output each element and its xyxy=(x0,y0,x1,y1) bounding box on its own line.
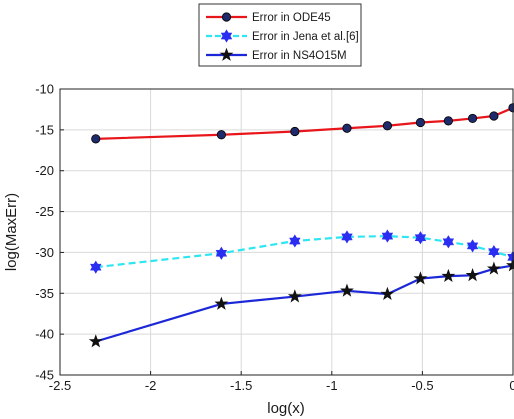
data-point xyxy=(489,111,499,121)
legend-marker xyxy=(221,12,232,22)
legend-marker xyxy=(220,29,233,43)
y-tick-label: -35 xyxy=(35,286,54,301)
series-3 xyxy=(88,258,514,348)
legend-label: Error in Jena et al.[6] xyxy=(252,31,359,43)
data-point xyxy=(488,245,500,259)
data-point xyxy=(90,260,102,274)
data-point xyxy=(382,121,393,131)
ticks-group: -2.5 -2 -1.5 -1 -0.5 0 -45 -40 -35 -30 -25 -20 -15 -1… xyxy=(35,82,514,394)
data-point xyxy=(290,126,300,137)
series-line xyxy=(95,264,514,343)
data-point xyxy=(91,134,101,144)
legend-marker xyxy=(219,47,234,61)
data-point xyxy=(289,234,301,248)
data-point xyxy=(215,246,228,260)
data-point xyxy=(467,113,478,124)
plot-frame xyxy=(59,88,514,376)
y-tick-label: -20 xyxy=(35,163,54,178)
data-point xyxy=(415,117,426,128)
x-tick-label: -2 xyxy=(145,378,157,393)
x-tick-label: -1.5 xyxy=(230,378,252,393)
series-line xyxy=(95,106,514,140)
data-point xyxy=(216,130,226,140)
x-tick-label: 0 xyxy=(509,378,514,393)
y-tick-label: -40 xyxy=(35,327,54,342)
legend-label: Error in NS4O15M xyxy=(252,50,347,62)
x-tick-label: -1 xyxy=(326,378,338,393)
data-point xyxy=(380,286,395,301)
data-point xyxy=(381,229,394,243)
data-point xyxy=(466,239,479,253)
data-point xyxy=(88,334,103,348)
y-tick-label: -45 xyxy=(35,368,54,383)
y-tick-label: -30 xyxy=(35,245,54,260)
x-axis-label: log(x) xyxy=(267,400,305,417)
data-point xyxy=(214,296,229,310)
legend: Error in ODE45 Error in Jena et al.[6] Err… xyxy=(198,3,362,67)
x-tick-label: -0.5 xyxy=(411,378,433,393)
series-line xyxy=(95,234,514,269)
data-point xyxy=(414,231,427,245)
data-point xyxy=(287,289,302,303)
data-point xyxy=(413,271,428,285)
x-tick-label: -2.5 xyxy=(49,378,71,393)
data-point xyxy=(442,235,455,249)
data-point xyxy=(486,261,501,275)
series-2 xyxy=(90,229,514,274)
data-point xyxy=(340,283,354,297)
legend-label: Error in ODE45 xyxy=(252,12,331,24)
y-tick-label: -10 xyxy=(35,82,54,97)
data-point xyxy=(443,116,453,126)
data-point xyxy=(341,230,353,244)
data-point xyxy=(342,123,352,133)
y-tick-label: -25 xyxy=(35,204,54,219)
data-point xyxy=(441,268,456,283)
y-tick-label: -15 xyxy=(35,122,54,137)
y-axis-label: log(MaxErr) xyxy=(3,193,20,271)
series-1 xyxy=(91,103,514,144)
data-point xyxy=(465,268,480,282)
series-group xyxy=(88,103,514,348)
